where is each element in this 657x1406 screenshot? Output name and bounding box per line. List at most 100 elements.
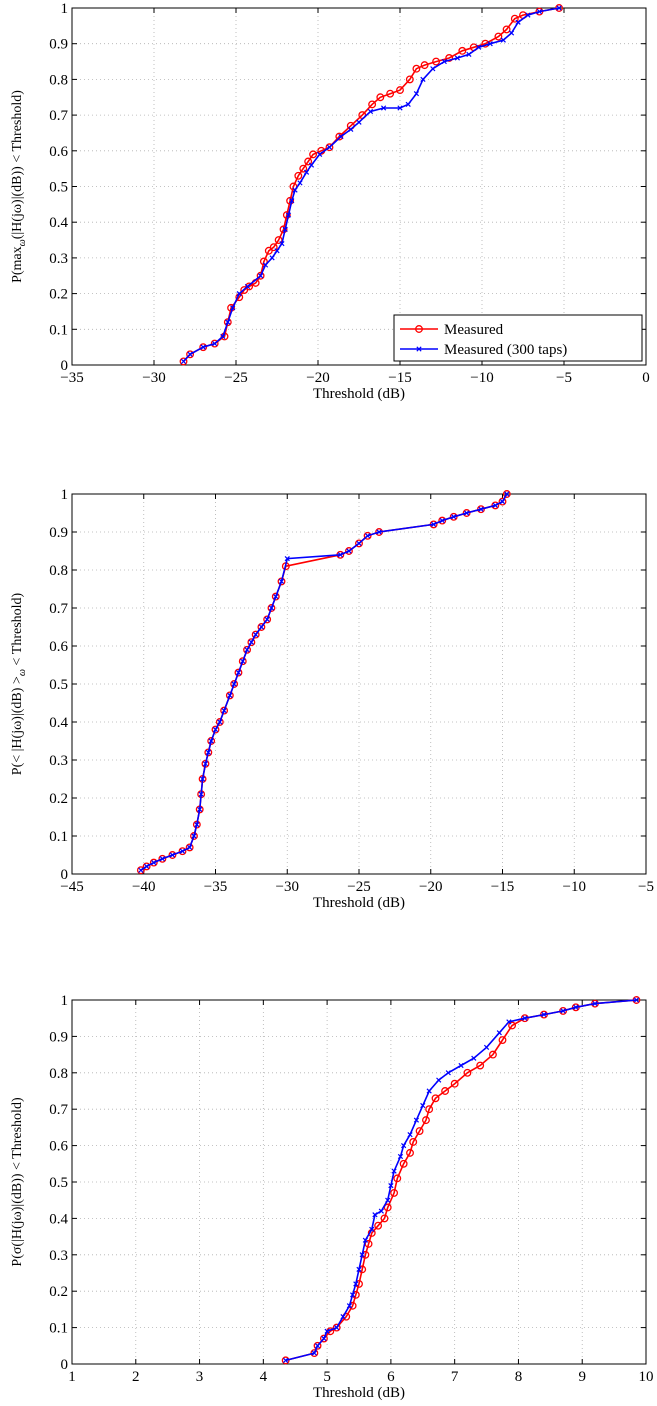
- chart2-series-1-point: [215, 718, 224, 726]
- chart1-series-2-point: [556, 5, 562, 11]
- chart3-series-1-point: [374, 1221, 383, 1230]
- chart1-series-2-point: [500, 37, 506, 43]
- chart1-legend-swatch-marker: [415, 325, 423, 333]
- chart1-series-1-point: [376, 93, 385, 102]
- chart2-series-2-point: [221, 707, 227, 714]
- chart2-series-2-point: [169, 852, 176, 858]
- chart1-series-2-point: [466, 51, 472, 58]
- chart2-series-2-point: [240, 658, 246, 664]
- chart3-ytick-label: 0.5: [49, 1175, 68, 1191]
- chart3-xtick-label: 10: [639, 1369, 654, 1385]
- chart2-series-1-point: [363, 531, 372, 540]
- chart1-series-2-point: [285, 212, 292, 218]
- chart1-series-1-point: [432, 57, 441, 66]
- chart2-series-2-point: [217, 719, 223, 725]
- chart3-series-2-point: [471, 1055, 477, 1061]
- chart2-series-1-point: [220, 706, 229, 715]
- chart2-xtick-label: −15: [491, 879, 514, 895]
- chart2-series-2-point: [202, 761, 209, 767]
- chart2-series-2-point: [227, 692, 233, 699]
- chart2-xtick-label: −10: [563, 879, 586, 895]
- chart1-series-1-point: [245, 282, 254, 291]
- chart3-series-1-point: [313, 1341, 322, 1350]
- chart1-plot-area: [72, 8, 646, 365]
- chart1-ylabel-part: P(max: [10, 246, 25, 283]
- chart1-ytick-label: 0.7: [49, 108, 68, 124]
- chart3-ytick-label: 0.3: [49, 1248, 68, 1264]
- chart3-series-1-point: [431, 1094, 440, 1103]
- chart1-series-1-point: [179, 357, 188, 366]
- chart2-series-1-point: [251, 630, 260, 639]
- chart3-xtick-label: 2: [132, 1369, 140, 1385]
- chart2-series-2: [138, 491, 510, 873]
- chart3-series-1-point: [409, 1138, 418, 1146]
- chart3-ylabel: P(σ(|H(jω)|(dB)) < Threshold): [10, 1097, 25, 1267]
- chart3-series-2-point: [407, 1132, 413, 1138]
- chart2-ytick-label: 0.7: [49, 601, 68, 617]
- chart1-xtick-label: −15: [388, 370, 411, 386]
- chart1-xtick-label: −10: [470, 370, 493, 386]
- chart1-series-2-point: [212, 340, 218, 347]
- chart2-series-2-point: [376, 529, 382, 535]
- chart2-series-2-point: [364, 533, 371, 539]
- chart3-series-2-point: [413, 1117, 420, 1123]
- chart1-series-2-point: [236, 290, 242, 297]
- chart2-series-1-point: [158, 854, 167, 863]
- chart1-series-1-point: [259, 257, 268, 266]
- chart2-series-2-point: [273, 593, 279, 600]
- chart2-series-2-point: [208, 738, 214, 744]
- chart2-series-1-point: [267, 604, 276, 612]
- chart3-series-2-point: [385, 1197, 391, 1203]
- chart1-legend-swatch-marker: [416, 346, 422, 352]
- chart2-series-2-point: [492, 502, 498, 509]
- chart2-series-1-point: [243, 645, 252, 654]
- chart2-series-2-point: [212, 726, 219, 733]
- chart1-legend-box: [393, 314, 643, 362]
- chart3-series-2-point: [388, 1183, 394, 1189]
- chart1-xtick-label: −25: [224, 370, 247, 386]
- chart2-series-2-point: [179, 848, 186, 854]
- chart2-series-2-point: [143, 863, 150, 870]
- chart3-series-1-point: [393, 1174, 402, 1183]
- chart1-series-2-point: [200, 344, 206, 350]
- chart3-xtick-label: 6: [387, 1369, 395, 1385]
- chart1-series-1-point: [458, 46, 467, 55]
- chart3-series-2-point: [522, 1015, 528, 1021]
- chart3-series-2-point: [560, 1008, 566, 1014]
- chart3-series-2-point: [391, 1168, 397, 1174]
- chart2-series-1-point: [271, 592, 280, 601]
- chart2-series-2-point: [478, 506, 484, 512]
- chart3-series-2-point: [445, 1070, 451, 1076]
- chart3-ytick-label: 0.2: [49, 1284, 68, 1300]
- chart1-series-2-point: [187, 351, 193, 357]
- chart2-series-2-point: [264, 616, 270, 623]
- chart3-series-2-point: [592, 1001, 598, 1007]
- chart2-ytick-label: 0: [61, 867, 69, 883]
- chart1-ytick-label: 0.4: [49, 215, 68, 231]
- chart3-ytick-label: 0.8: [49, 1066, 68, 1082]
- chart3-series-2-point: [496, 1030, 502, 1036]
- chart2-series-2-point: [138, 867, 144, 873]
- chart2-series-1-point: [277, 577, 286, 586]
- chart1-series-2-point: [317, 151, 323, 157]
- chart1-ylabel-part: ω: [17, 239, 28, 246]
- chart1-ytick-label: 0.2: [49, 287, 68, 303]
- chart3-series-2-point: [541, 1011, 547, 1018]
- chart2-ytick-label: 0.4: [49, 715, 68, 731]
- chart2-ytick-label: 0.2: [49, 791, 68, 807]
- chart1-series-1-point: [502, 25, 511, 34]
- chart1-series-2-point: [420, 76, 426, 83]
- chart3-xtick-label: 7: [451, 1369, 459, 1385]
- chart1-series-2-point: [430, 66, 436, 72]
- chart3-series-1-point: [422, 1116, 430, 1125]
- chart2-series-1-point: [225, 691, 234, 700]
- chart3-series-2-point: [311, 1350, 317, 1356]
- chart-mean-threshold: −45 −40 −35 −30 −25 −20 −15 −10 −5 0 0.1 0.2 0.3 0.4 0…: [0, 470, 657, 911]
- chart3-xtick-label: 9: [578, 1369, 586, 1385]
- chart1-legend: Measured Measured (300 taps): [393, 314, 643, 362]
- chart1-series-1-point: [286, 196, 295, 205]
- chart1-series-1-point: [510, 14, 519, 23]
- chart3-ytick-label: 0.4: [49, 1211, 68, 1227]
- chart1-series-1-point: [420, 61, 429, 70]
- chart2-ytick-label: 0.1: [49, 829, 68, 845]
